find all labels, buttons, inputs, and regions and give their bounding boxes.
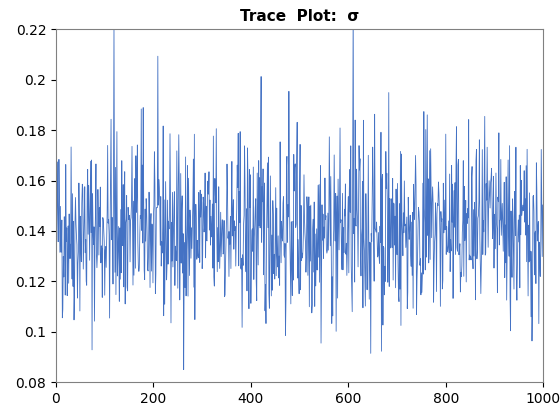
Title: Trace  Plot:  σ: Trace Plot: σ xyxy=(240,9,359,24)
